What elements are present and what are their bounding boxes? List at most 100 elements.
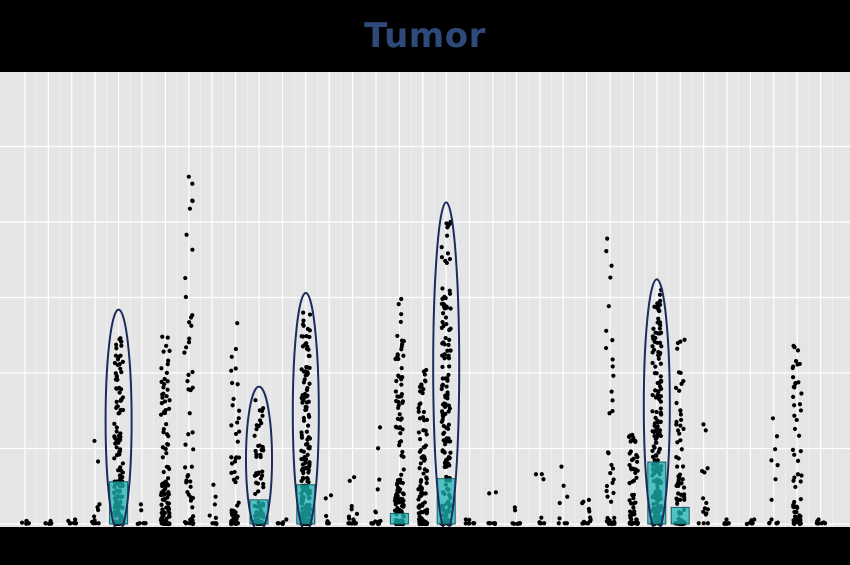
data-point xyxy=(653,330,658,335)
data-point xyxy=(261,485,266,490)
data-point xyxy=(160,455,165,460)
data-point xyxy=(187,336,192,341)
data-point xyxy=(114,429,119,434)
data-point xyxy=(792,426,798,432)
data-point xyxy=(141,521,146,526)
data-point xyxy=(302,466,308,471)
data-point xyxy=(190,369,195,375)
data-point xyxy=(396,374,401,379)
data-point xyxy=(658,378,664,383)
data-point xyxy=(538,521,544,526)
data-point xyxy=(164,370,169,376)
data-point xyxy=(398,431,403,436)
data-point xyxy=(186,174,191,179)
data-point xyxy=(395,394,400,399)
data-point xyxy=(401,502,406,508)
data-point xyxy=(114,386,119,391)
data-point xyxy=(655,320,660,325)
data-point xyxy=(229,470,234,476)
data-point xyxy=(165,495,170,500)
data-point xyxy=(307,328,312,333)
data-point xyxy=(653,335,658,341)
data-point xyxy=(630,492,635,498)
data-point xyxy=(678,339,683,344)
data-point xyxy=(652,457,657,463)
data-point xyxy=(443,376,448,381)
data-point xyxy=(654,409,659,415)
data-point xyxy=(394,378,399,384)
data-point xyxy=(655,340,660,345)
data-point xyxy=(306,399,311,404)
data-point xyxy=(770,416,775,421)
data-point xyxy=(798,408,804,413)
data-point xyxy=(627,509,633,514)
data-point xyxy=(93,521,98,526)
data-point xyxy=(798,521,803,526)
data-point xyxy=(440,286,445,291)
data-point xyxy=(581,521,586,526)
data-point xyxy=(792,345,797,350)
data-point xyxy=(118,447,123,452)
data-point xyxy=(186,432,191,437)
data-point xyxy=(650,454,656,459)
data-point xyxy=(791,478,796,483)
data-point xyxy=(182,350,187,355)
data-point xyxy=(307,334,312,340)
data-point xyxy=(652,429,657,435)
data-point xyxy=(299,435,305,440)
data-point xyxy=(658,406,663,411)
data-point xyxy=(210,521,215,526)
data-point xyxy=(120,461,125,466)
data-point xyxy=(352,475,357,480)
data-point xyxy=(183,294,188,300)
data-point xyxy=(190,385,195,390)
data-point xyxy=(305,371,310,376)
data-point xyxy=(161,488,166,493)
data-point xyxy=(443,315,449,320)
data-point xyxy=(557,516,562,521)
data-point xyxy=(533,472,539,477)
data-point xyxy=(259,421,264,426)
data-point xyxy=(160,392,165,397)
data-point xyxy=(400,480,405,486)
data-point xyxy=(657,308,662,314)
data-point xyxy=(650,350,655,355)
data-point xyxy=(303,457,309,462)
data-point xyxy=(305,452,310,457)
data-point xyxy=(674,419,679,424)
data-point xyxy=(795,362,800,367)
data-point xyxy=(393,424,399,429)
data-point xyxy=(631,496,636,501)
data-point xyxy=(798,449,803,454)
data-point xyxy=(118,468,124,473)
data-point xyxy=(419,516,424,521)
highlight-ellipse xyxy=(291,292,320,527)
data-point xyxy=(424,480,429,486)
data-point xyxy=(400,449,405,454)
data-point xyxy=(628,449,633,454)
data-point xyxy=(301,418,307,423)
chart-svg xyxy=(0,72,850,527)
data-point xyxy=(440,320,445,325)
data-point xyxy=(605,236,610,241)
data-point xyxy=(416,505,422,510)
data-point xyxy=(254,427,259,432)
data-point xyxy=(300,393,305,398)
data-point xyxy=(399,344,404,349)
data-point xyxy=(399,377,404,382)
data-point xyxy=(584,521,590,526)
data-point xyxy=(447,288,452,293)
title-bar: Tumor xyxy=(0,0,850,72)
data-point xyxy=(447,256,453,262)
data-point xyxy=(305,441,310,446)
data-point xyxy=(658,410,663,415)
data-point xyxy=(119,343,124,348)
data-point xyxy=(606,304,611,309)
highlight-ellipses xyxy=(104,201,671,527)
data-point xyxy=(166,406,172,411)
data-point xyxy=(814,521,819,526)
data-point xyxy=(448,450,453,455)
data-point xyxy=(347,516,352,521)
data-point xyxy=(373,510,378,515)
data-point xyxy=(703,428,708,433)
